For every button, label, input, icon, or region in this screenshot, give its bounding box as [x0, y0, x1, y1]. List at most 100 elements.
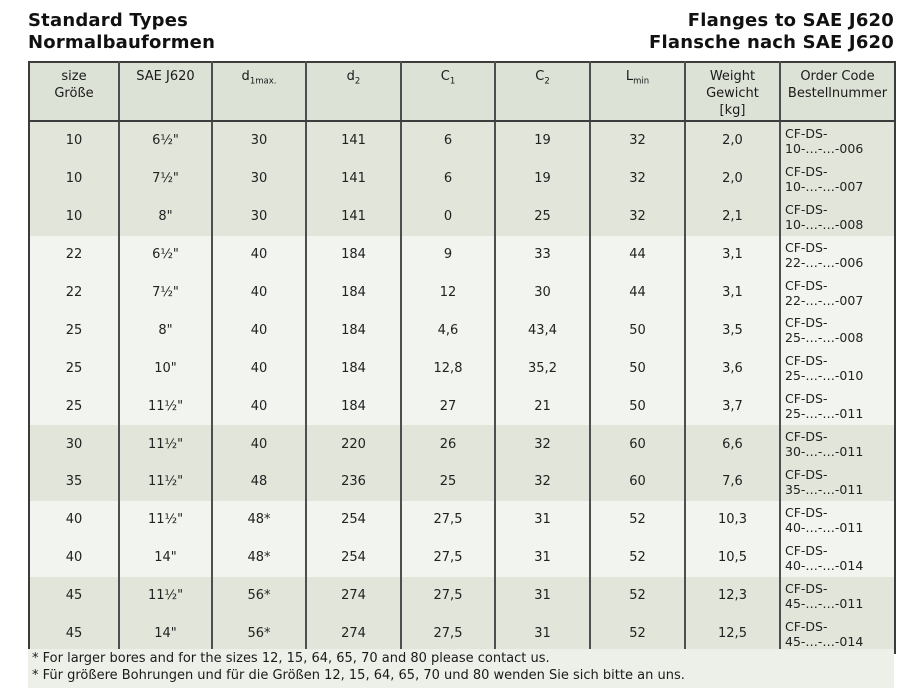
table-row: 25 11½" 40 184 27 21 50 3,7 CF-DS-25-…-…-011 [29, 387, 895, 426]
cell-weight: 6,6 [684, 425, 780, 464]
header-line: Order Code [800, 69, 875, 84]
cell-d2: 274 [305, 576, 401, 615]
cell-c2: 33 [494, 235, 590, 274]
cell-lmin: 52 [589, 614, 685, 654]
cell-d1max: 40 [211, 425, 306, 464]
title-right-english: Flanges to SAE J620 [687, 10, 894, 31]
cell-d2: 184 [305, 311, 401, 350]
header-symbol: C [535, 69, 545, 84]
cell-sae: 11½" [118, 425, 212, 464]
header-line: Bestellnummer [787, 86, 888, 101]
cell-weight: 2,0 [684, 121, 780, 160]
cell-lmin: 50 [589, 349, 685, 388]
table-row: 25 10" 40 184 12,8 35,2 50 3,6 CF-DS-25-…-…-010 [29, 349, 895, 388]
cell-d1max: 56* [211, 614, 306, 654]
cell-d1max: 48* [211, 538, 306, 577]
cell-sae: 10" [118, 349, 212, 388]
cell-c1: 0 [400, 197, 495, 236]
cell-d2: 254 [305, 538, 401, 577]
cell-order: CF-DS-40-…-…-014 [779, 538, 895, 577]
cell-sae: 6½" [118, 121, 212, 160]
cell-d1max: 56* [211, 576, 306, 615]
cell-size: 40 [65, 512, 83, 528]
cell-sae: 6½" [118, 235, 212, 274]
cell-lmin: 44 [589, 235, 685, 274]
cell-d1max: 40 [211, 349, 306, 388]
cell-d1max: 30 [211, 197, 306, 236]
cell-order: CF-DS-22-…-…-006 [779, 235, 895, 274]
cell-size: 22 [65, 247, 83, 263]
cell-weight: 3,1 [684, 273, 780, 312]
cell-lmin: 50 [589, 311, 685, 350]
cell-lmin: 50 [589, 387, 685, 426]
cell-c2: 43,4 [494, 311, 590, 350]
cell-sae: 11½" [118, 576, 212, 615]
column-header-d2: d2 [305, 62, 401, 122]
table-row: 40 14" 48* 254 27,5 31 52 10,5 CF-DS-40-…-…-014 [29, 538, 895, 577]
cell-size: 35 [65, 474, 83, 490]
cell-c2: 31 [494, 538, 590, 577]
cell-weight: 12,5 [684, 614, 780, 654]
column-header-weight: Weight Gewicht [kg] [684, 62, 780, 122]
cell-lmin: 52 [589, 576, 685, 615]
cell-c2: 32 [494, 425, 590, 464]
table-row: 10 6½" 30 141 6 19 32 2,0 CF-DS-10-…-…-006 [29, 121, 895, 160]
cell-sae: 7½" [118, 159, 212, 198]
cell-c1: 27,5 [400, 576, 495, 615]
cell-c2: 19 [494, 121, 590, 160]
cell-d1max: 40 [211, 235, 306, 274]
header-symbol-subscript: 2 [354, 76, 361, 87]
cell-c2: 25 [494, 197, 590, 236]
cell-c2: 19 [494, 159, 590, 198]
cell-order: CF-DS-25-…-…-010 [779, 349, 895, 388]
cell-lmin: 60 [589, 425, 685, 464]
page-title-right: Flanges to SAE J620 Flansche nach SAE J6… [649, 10, 894, 54]
cell-c1: 6 [400, 121, 495, 160]
cell-weight: 2,1 [684, 197, 780, 236]
column-header-c1: C1 [400, 62, 495, 122]
cell-d2: 184 [305, 273, 401, 312]
cell-sae: 8" [118, 197, 212, 236]
header-symbol-subscript: 1max. [249, 76, 277, 87]
column-header-d1max: d1max. [211, 62, 306, 122]
cell-c2: 31 [494, 576, 590, 615]
cell-sae: 11½" [118, 463, 212, 501]
cell-lmin: 44 [589, 273, 685, 312]
footnotes: * For larger bores and for the sizes 12,… [28, 649, 894, 688]
page-title-left: Standard Types Normalbauformen [28, 10, 215, 54]
column-header-lmin: Lmin [589, 62, 685, 122]
table-row: 22 6½" 40 184 9 33 44 3,1 CF-DS-22-…-…-006 [29, 235, 895, 274]
cell-order: CF-DS-45-…-…-011 [779, 576, 895, 615]
cell-d1max: 30 [211, 121, 306, 160]
header-line: Weight [709, 69, 756, 84]
cell-order: CF-DS-30-…-…-011 [779, 425, 895, 464]
footnote-line: * For larger bores and for the sizes 12,… [32, 651, 550, 666]
cell-weight: 7,6 [684, 463, 780, 501]
cell-order: CF-DS-25-…-…-008 [779, 311, 895, 350]
cell-sae: 14" [118, 614, 212, 654]
cell-weight: 3,1 [684, 235, 780, 274]
cell-size: 22 [65, 285, 83, 300]
header-symbol-subscript: 1 [449, 76, 456, 87]
cell-c1: 12,8 [400, 349, 495, 388]
cell-weight: 3,6 [684, 349, 780, 388]
table-header-row: size Größe SAE J620 d1max. d2 C1 C 2 Lmin Weight G… [29, 62, 895, 122]
cell-lmin: 52 [589, 538, 685, 577]
cell-d2: 220 [305, 425, 401, 464]
cell-weight: 10,3 [684, 500, 780, 539]
cell-c2: 31 [494, 614, 590, 654]
cell-lmin: 52 [589, 500, 685, 539]
column-header-sae: SAE J620 [118, 62, 212, 122]
cell-weight: 2,0 [684, 159, 780, 198]
cell-c1: 27,5 [400, 614, 495, 654]
cell-c1: 4,6 [400, 311, 495, 350]
cell-order: CF-DS-22-…-…-007 [779, 273, 895, 312]
titlebar: Standard Types Normalbauformen Flanges t… [28, 10, 894, 54]
cell-d1max: 48* [211, 500, 306, 539]
cell-d1max: 30 [211, 159, 306, 198]
cell-weight: 3,5 [684, 311, 780, 350]
cell-size: 30 [65, 436, 83, 452]
footnote-line: * Für größere Bohrungen und für die Größ… [32, 667, 685, 683]
column-header-size: size Größe [29, 62, 119, 122]
